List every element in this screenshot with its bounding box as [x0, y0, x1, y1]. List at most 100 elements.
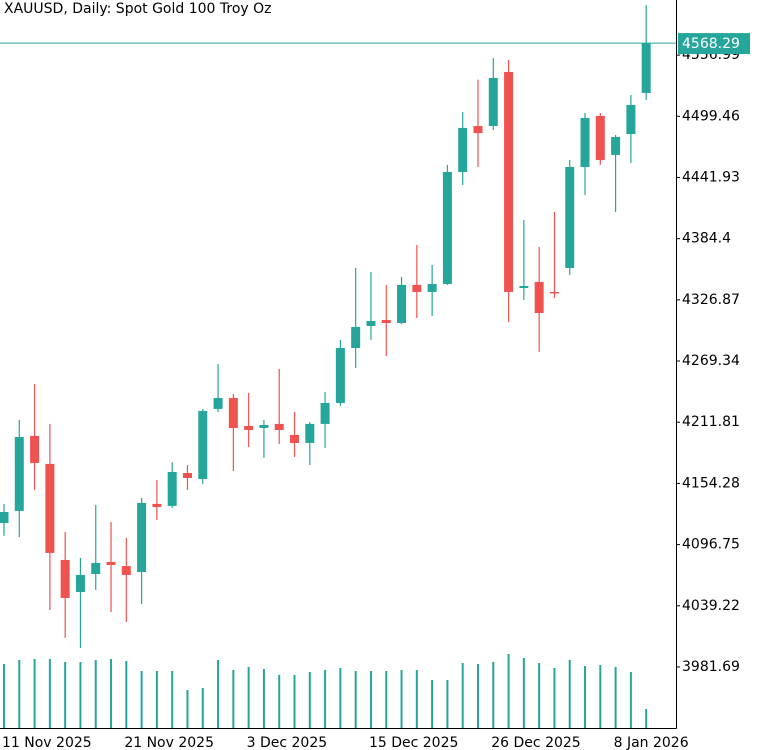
candle-body — [167, 472, 177, 506]
candle-body — [458, 127, 468, 172]
y-tick-label: 4441.93 — [682, 169, 740, 185]
volume-bar — [369, 671, 372, 728]
volume-bar — [18, 660, 21, 728]
candle-body — [381, 320, 391, 324]
candle-body — [488, 77, 498, 127]
candle-body — [366, 320, 376, 326]
volume-bar — [584, 666, 587, 728]
volume-bar — [140, 671, 143, 728]
volume-bar — [293, 675, 296, 728]
y-tick-label: 4326.87 — [682, 292, 740, 308]
volume-bar — [232, 670, 235, 728]
candle-body — [641, 43, 651, 93]
volume-bar — [507, 654, 510, 728]
x-tick-label: 15 Dec 2025 — [369, 735, 458, 750]
volume-bar — [262, 669, 265, 728]
x-tick-label: 11 Nov 2025 — [2, 735, 92, 750]
volume-bar — [48, 659, 51, 728]
volume-bar — [568, 660, 571, 728]
candle-body — [565, 166, 575, 269]
candle-body — [504, 72, 514, 292]
volume-bar — [155, 671, 158, 728]
volume-bar — [553, 668, 556, 728]
candle-body — [412, 284, 422, 292]
volume-bar — [614, 667, 617, 728]
y-tick-label: 4039.22 — [682, 598, 740, 614]
candle-body — [228, 397, 238, 428]
candle-body — [60, 559, 70, 598]
volume-bar — [3, 664, 5, 728]
volume-bar — [278, 675, 281, 728]
volume-bar — [415, 670, 418, 728]
volume-bar — [125, 661, 128, 728]
volume-bar — [79, 662, 82, 728]
volume-bar — [400, 670, 403, 728]
volume-bar — [538, 663, 541, 728]
volume-bar — [385, 671, 388, 728]
y-tick-label: 4499.46 — [682, 108, 740, 124]
volume-bar — [461, 663, 464, 728]
volume-bar — [308, 672, 311, 728]
x-tick-label: 3 Dec 2025 — [247, 735, 328, 750]
volume-bar — [522, 658, 525, 728]
candle-body — [14, 437, 24, 511]
candle-body — [335, 347, 345, 403]
candle-body — [351, 326, 361, 348]
volume-bar — [64, 662, 67, 728]
volume-bar — [33, 659, 36, 728]
candle-body — [626, 104, 636, 135]
candle-body — [442, 171, 452, 284]
volume-bar — [354, 671, 357, 728]
candle-body — [259, 424, 269, 428]
volume-bar — [599, 665, 602, 728]
candle-body — [611, 136, 621, 155]
candle-body — [91, 562, 101, 574]
volume-bar — [629, 672, 632, 728]
volume-bar — [492, 662, 495, 728]
y-tick-label: 4384.4 — [682, 231, 731, 247]
candle-body — [106, 561, 116, 565]
volume-bar — [431, 680, 434, 728]
volume-bar — [186, 690, 189, 728]
candle-body — [320, 402, 330, 424]
x-tick-label: 26 Dec 2025 — [491, 735, 580, 750]
candle-body — [121, 566, 131, 575]
candle-body — [290, 434, 300, 443]
volume-bar — [110, 659, 113, 728]
volume-bar — [201, 688, 204, 728]
y-tick-label: 3981.69 — [682, 659, 740, 675]
candle-body — [213, 397, 223, 409]
candle-body — [580, 117, 590, 167]
x-tick-label: 21 Nov 2025 — [124, 735, 214, 750]
candle-body — [244, 425, 254, 430]
candle-body — [137, 502, 147, 572]
candle-body — [473, 126, 483, 134]
candle-body — [182, 472, 192, 478]
y-tick-label: 4211.81 — [682, 414, 740, 430]
candle-body — [75, 574, 85, 592]
candle-body — [45, 463, 55, 553]
volume-bar — [94, 660, 97, 728]
y-tick-label: 4096.75 — [682, 537, 740, 553]
volume-bar — [324, 670, 327, 728]
candle-body — [519, 285, 529, 289]
volume-bar — [171, 671, 174, 728]
y-tick-label: 4154.28 — [682, 475, 740, 491]
candle-body — [534, 281, 544, 314]
volume-bar — [645, 709, 648, 728]
candle-body — [595, 115, 605, 160]
chart-title: XAUUSD, Daily: Spot Gold 100 Troy Oz — [4, 1, 272, 17]
current-price-label: 4568.29 — [682, 36, 740, 52]
volume-bar — [339, 668, 342, 728]
volume-bar — [476, 664, 479, 728]
candle-body — [549, 291, 559, 294]
volume-bar — [446, 680, 449, 728]
candle-body — [0, 511, 9, 524]
candle-body — [198, 410, 208, 480]
y-tick-label: 4269.34 — [682, 353, 740, 369]
candle-body — [30, 435, 40, 463]
current-price-box — [678, 33, 750, 55]
